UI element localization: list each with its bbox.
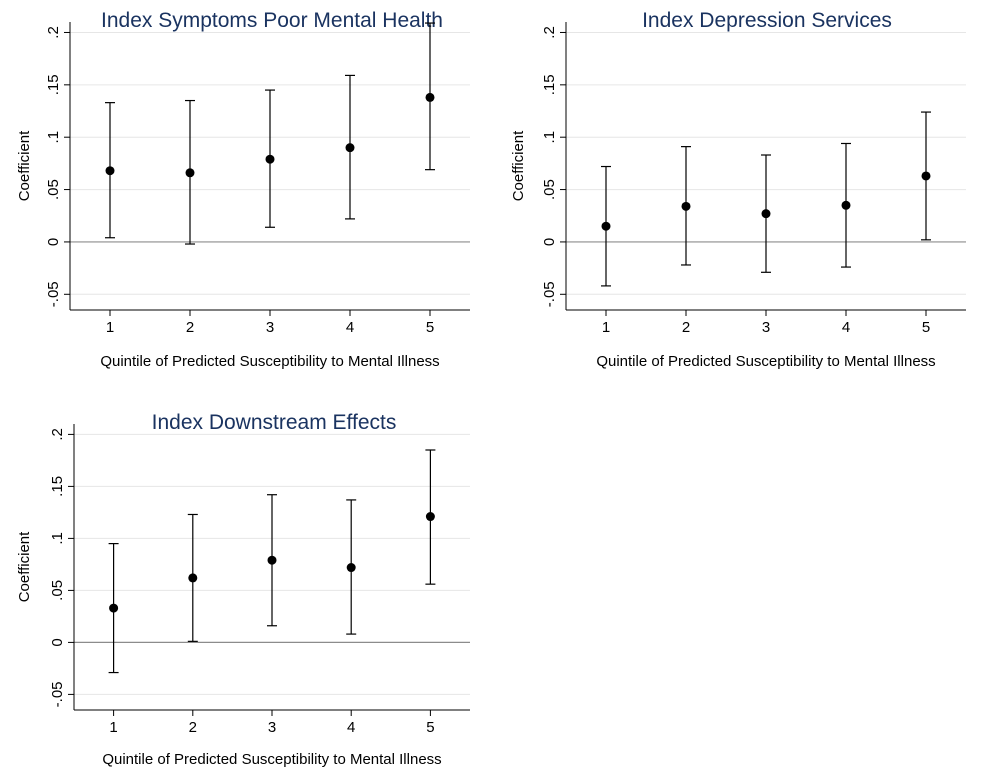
chart-svg-3: Index Downstream Effects -.05 0 .05 .1 .15 .2 1… — [16, 411, 470, 768]
chart2-y-tick-label: .1 — [541, 131, 558, 144]
chart1-y-tick-label: .2 — [45, 26, 62, 39]
chart2-x-tick-label: 1 — [602, 319, 610, 336]
chart1-point — [105, 166, 115, 176]
chart1-point — [265, 154, 275, 164]
chart2-y-tick-label: .2 — [541, 26, 558, 39]
chart3-y-tick-label: 0 — [49, 638, 66, 646]
chart2-y-tick-label: .05 — [541, 179, 558, 200]
chart1-y-tick-label: .05 — [45, 179, 62, 200]
chart1-point — [425, 92, 435, 102]
chart3-point — [109, 603, 119, 613]
chart1-x-tick-label: 4 — [346, 319, 354, 336]
chart3-x-tick-label: 2 — [189, 719, 197, 736]
chart-panel-2: Index Depression Services -.05 0.05.1.15.2… — [0, 0, 987, 380]
chart3-x-tick-label: 1 — [109, 719, 117, 736]
chart2-x-tick-label: 2 — [682, 319, 690, 336]
chart2-x-tick-label: 5 — [922, 319, 930, 336]
chart1-y-tick-label: .15 — [45, 74, 62, 95]
chart3-point — [188, 573, 198, 583]
chart-svg-2: Index Depression Services -.05 0 .05 .1 .15 .2… — [510, 9, 966, 370]
chart2-y-axis-label: Coefficient — [510, 130, 527, 201]
chart1-title: Index Symptoms Poor Mental Health — [101, 9, 443, 32]
chart1-y-tick-label: .1 — [45, 131, 62, 144]
chart3-x-tick-label: 3 — [268, 719, 276, 736]
chart3-y-tick-label: -.05 — [49, 681, 66, 707]
chart3-y-axis-label: Coefficient — [16, 531, 33, 602]
chart2-title: Index Depression Services — [642, 9, 892, 32]
chart3-x-axis-label: Quintile of Predicted Susceptibility to … — [102, 751, 441, 768]
chart1-x-tick-label: 2 — [186, 319, 194, 336]
chart-panel-3: Index Downstream Effects -.05 0.05.1.15.2 1… — [0, 0, 490, 770]
chart-panel-1: Index Symptoms Poor Mental Health -.05 0 .0… — [0, 0, 490, 380]
chart1-x-tick-label: 1 — [106, 319, 114, 336]
chart1-x-tick-label: 5 — [426, 319, 434, 336]
chart1-y-axis-label: Coefficient — [16, 130, 33, 201]
chart1-y-tick-label: 0 — [45, 238, 62, 246]
chart1-point — [185, 168, 195, 178]
chart2-y-tick-label: .15 — [541, 74, 558, 95]
chart3-y-tick-label: .05 — [49, 580, 66, 601]
chart2-point — [921, 171, 931, 181]
chart3-y-tick-label: .2 — [49, 428, 66, 441]
chart3-point — [346, 563, 356, 573]
chart3-y-tick-label: .15 — [49, 476, 66, 497]
chart2-y-tick-label: -.05 — [541, 281, 558, 307]
chart1-x-tick-label: 3 — [266, 319, 274, 336]
chart2-y-tick-label: 0 — [541, 238, 558, 246]
chart2-point — [681, 201, 691, 211]
chart2-point — [761, 209, 771, 219]
chart2-x-tick-label: 3 — [762, 319, 770, 336]
chart2-point — [601, 221, 611, 231]
chart3-y-tick-label: .1 — [49, 532, 66, 545]
chart-svg-1: Index Symptoms Poor Mental Health -.05 0 .0… — [16, 9, 470, 370]
chart3-title: Index Downstream Effects — [152, 411, 397, 434]
chart3-x-tick-label: 4 — [347, 719, 355, 736]
chart3-point — [425, 512, 435, 522]
chart2-x-tick-label: 4 — [842, 319, 850, 336]
chart1-y-tick-label: -.05 — [45, 281, 62, 307]
chart2-point — [841, 200, 851, 210]
chart3-x-tick-label: 5 — [426, 719, 434, 736]
chart1-x-axis-label: Quintile of Predicted Susceptibility to … — [100, 353, 439, 370]
chart3-point — [267, 555, 277, 565]
chart2-x-axis-label: Quintile of Predicted Susceptibility to … — [596, 353, 935, 370]
chart1-point — [345, 143, 355, 153]
